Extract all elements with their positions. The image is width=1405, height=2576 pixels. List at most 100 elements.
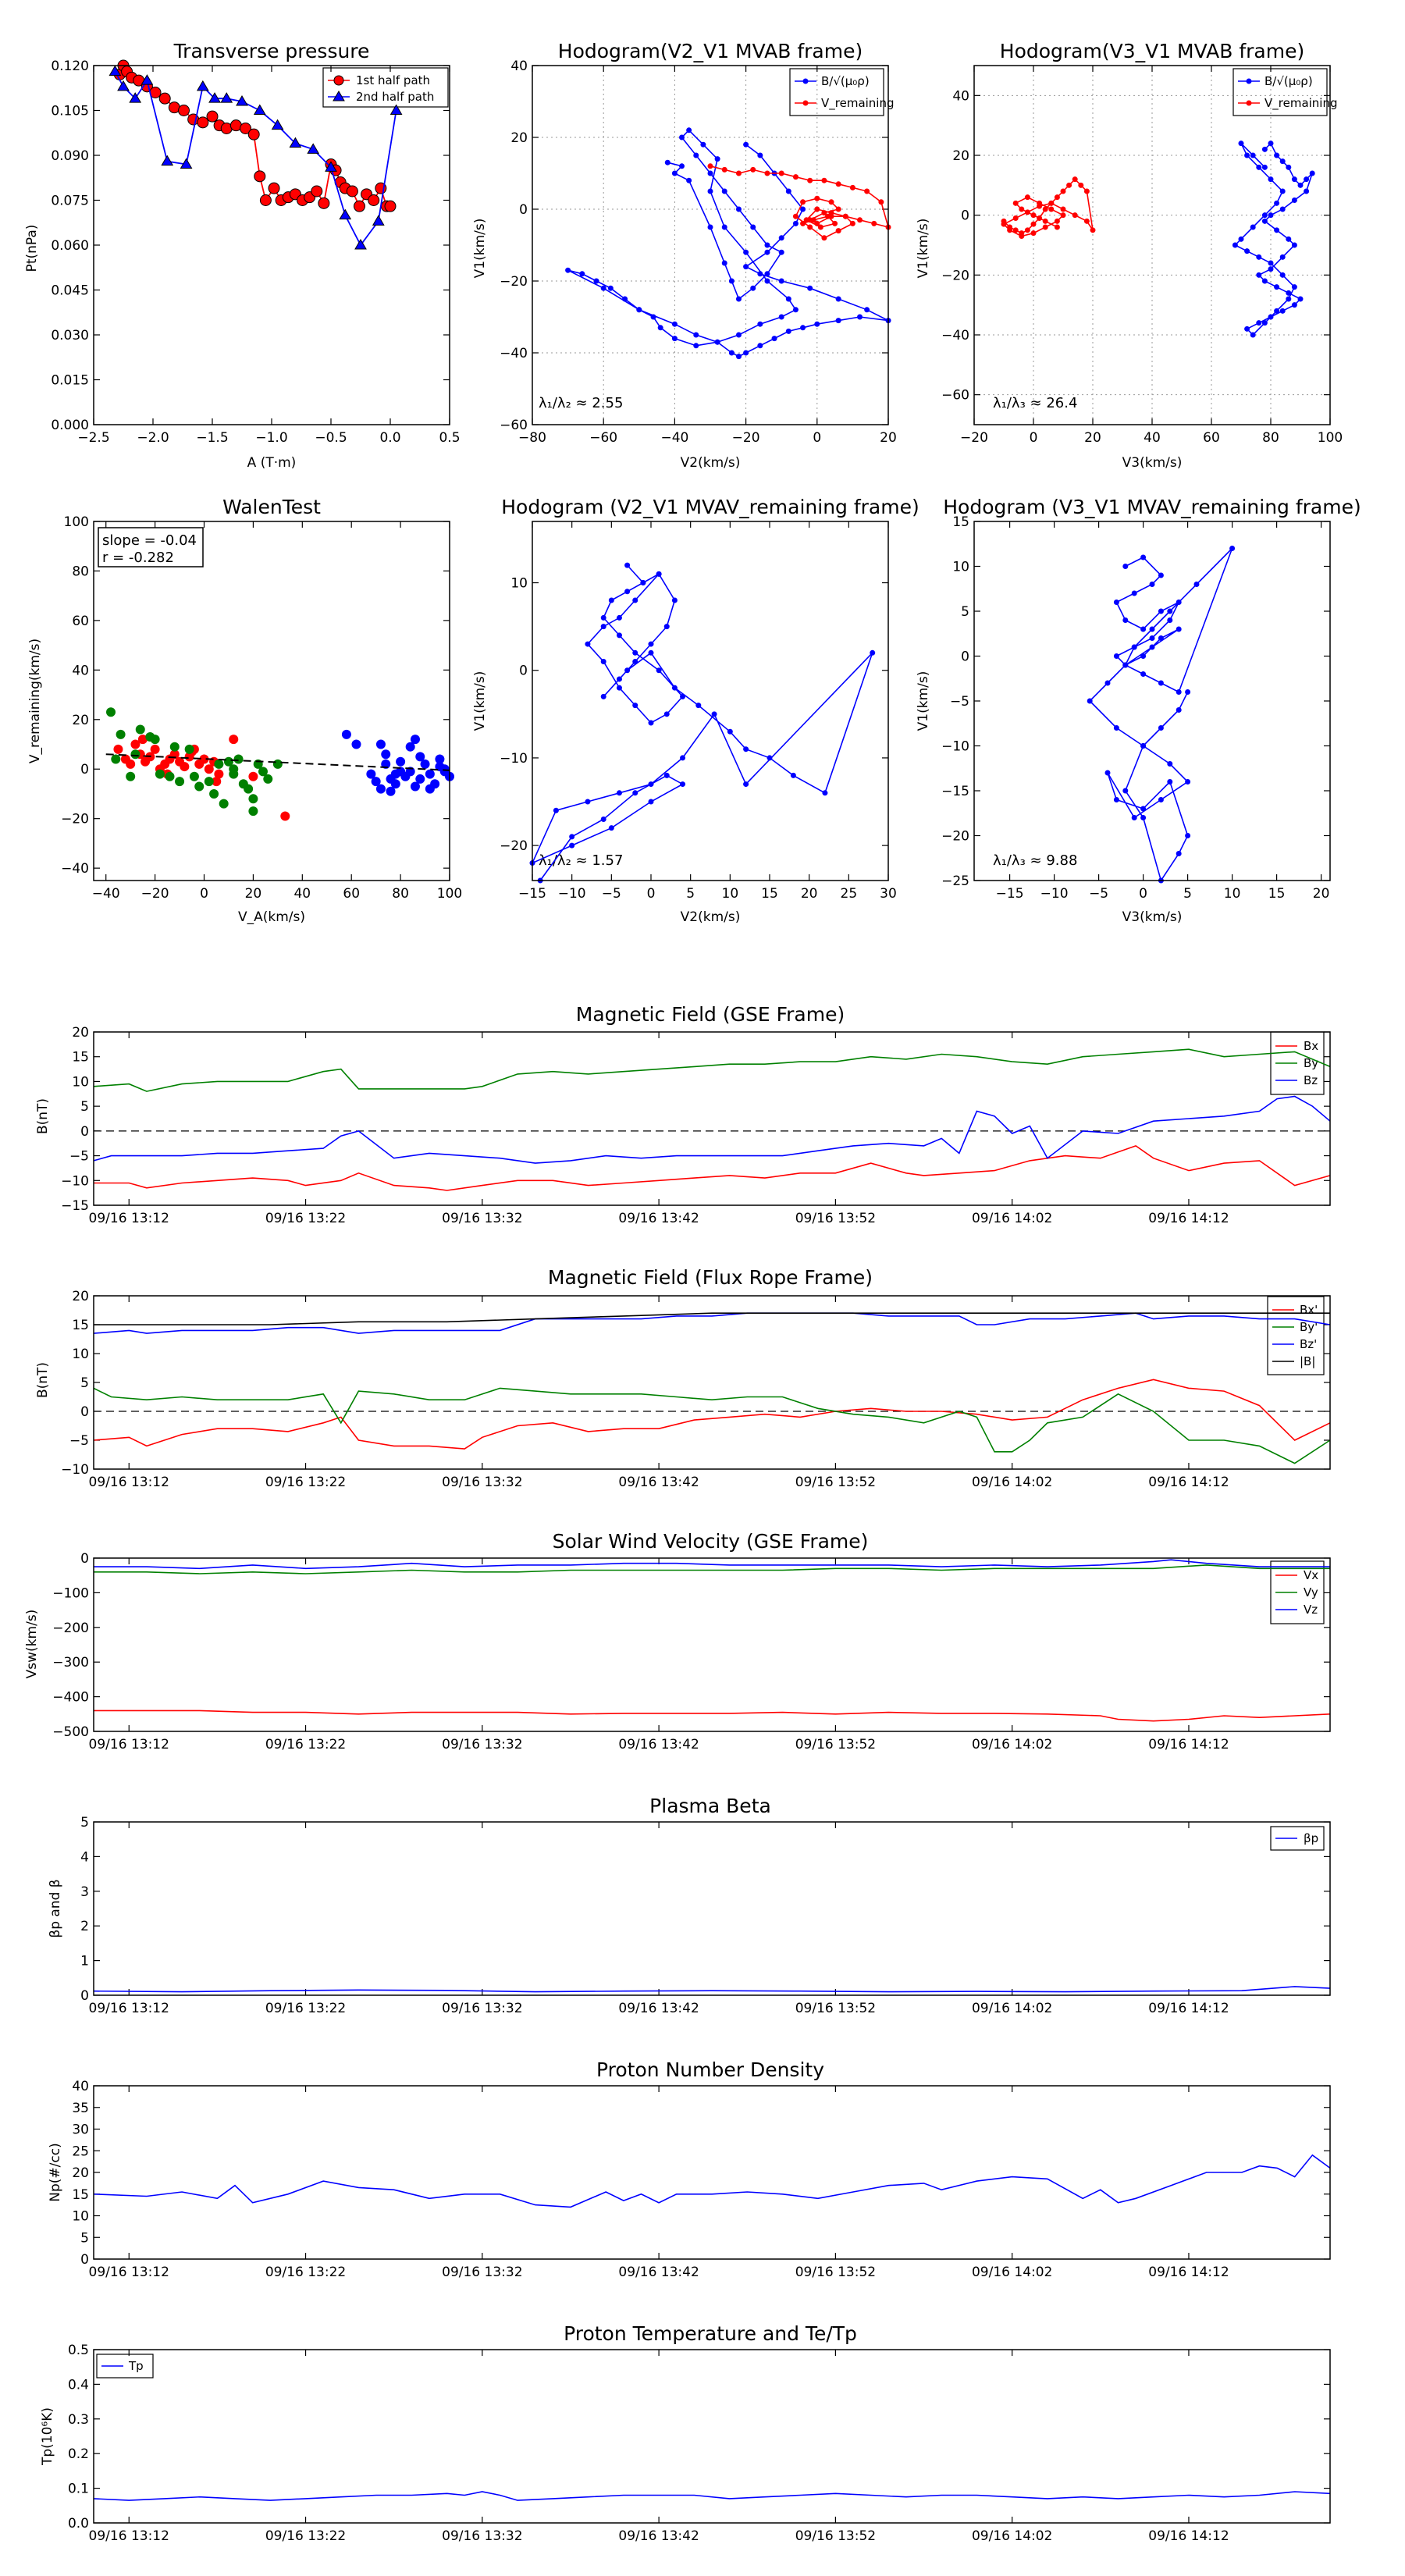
h1-b-point: [750, 224, 756, 230]
h1-v-point: [828, 199, 834, 205]
np-xtick-label: 09/16 13:52: [795, 2265, 876, 2280]
tp-s1-marker: [178, 105, 190, 116]
h3-ytick-label: 10: [510, 576, 528, 592]
mag-gse-ytick-label: −10: [61, 1173, 89, 1189]
tp-ytick-label: 0.030: [51, 328, 89, 343]
h4-b-point: [1104, 680, 1111, 686]
tp-s2-marker: [307, 143, 320, 154]
h3-b-point: [680, 781, 686, 788]
walen-point: [212, 777, 222, 787]
h3-b-point: [656, 667, 662, 674]
walen-point: [280, 811, 290, 821]
h1-b-point: [814, 321, 820, 327]
walen-point: [375, 739, 386, 749]
mag-fr-ytick-label: 20: [72, 1289, 89, 1304]
h1-ytick-label: 40: [510, 59, 528, 74]
h1-v-point: [835, 181, 841, 187]
tp-ytick-label: 0.060: [51, 238, 89, 254]
walen-point: [390, 779, 400, 789]
tp-s1-marker: [368, 194, 380, 206]
walen-point: [150, 744, 160, 754]
h1-v-point: [735, 170, 742, 176]
h2-v-line: [1002, 178, 1094, 237]
h1-b-point: [686, 177, 692, 183]
tpr-axes: 09/16 13:12 09/16 13:22 09/16 13:32 09/16 1…: [68, 2343, 1330, 2544]
h1-b-point: [743, 264, 749, 270]
h1-v-point: [792, 213, 799, 219]
h2-b-line: [1234, 142, 1313, 336]
h2-b-point: [1268, 176, 1274, 183]
h2-b-point: [1268, 141, 1274, 147]
h2-b-point: [1286, 164, 1292, 170]
h1-v-point: [871, 220, 877, 226]
tp-ytick-label: 0.045: [51, 283, 89, 299]
walen-point: [425, 784, 435, 794]
walen-point: [244, 784, 254, 794]
mag-gse-xtick-label: 09/16 13:22: [265, 1211, 346, 1226]
tp-s2-marker: [325, 161, 337, 172]
h4-b-point: [1140, 671, 1147, 677]
h3-b-point: [680, 693, 686, 699]
walen-axes: −40 −20 0 20 40 60 80 100 −40 −20 0 20 40 60 80 100: [61, 514, 462, 902]
h2-v-point: [1083, 218, 1090, 224]
h3-ytick-label: 0: [519, 664, 528, 679]
h3-b-point: [632, 790, 638, 796]
h3-xtick-label: −5: [602, 886, 621, 902]
h3-b-point: [648, 799, 654, 805]
h2-v-point: [1012, 200, 1019, 206]
h3-b-point: [624, 562, 631, 568]
h4-b-point: [1158, 572, 1164, 578]
h4-b-point: [1140, 554, 1147, 560]
h1-legend-2: V_remaining: [821, 96, 895, 111]
h3-b-point: [632, 649, 638, 656]
h1-xtick-label: 0: [813, 430, 821, 446]
h4-b-point: [1149, 626, 1155, 632]
h2-title: Hodogram(V3_V1 MVAB frame): [1000, 40, 1304, 62]
walen-ytick-label: 100: [64, 514, 89, 530]
walen-fit-line: [105, 753, 450, 771]
h2-v-point: [1030, 212, 1037, 219]
h1-v-point: [828, 210, 834, 216]
walen-point: [116, 729, 126, 739]
mag-gse-xtick-label: 09/16 14:02: [972, 1211, 1052, 1226]
tp-xtick-label: −2.0: [137, 430, 169, 446]
h1-ratio: λ₁/λ₂ ≈ 2.55: [539, 395, 623, 411]
np-ylabel: Np(#/cc): [48, 2143, 63, 2201]
tpr-legend: Tp: [96, 2354, 154, 2379]
walen-point: [111, 754, 121, 764]
tp-s1-marker: [254, 170, 266, 183]
h4-b-point: [1131, 590, 1137, 596]
h2-v-point: [1060, 212, 1066, 219]
tp-s1-marker: [318, 197, 330, 209]
h3-b-point: [648, 649, 654, 656]
h4-b-point: [1158, 797, 1164, 802]
vsw-series-2-line: [94, 1559, 1330, 1570]
mag-fr-series-3-line: [94, 1312, 1330, 1325]
mag-gse-axes: 09/16 13:12 09/16 13:22 09/16 13:32 09/16 1…: [61, 1025, 1330, 1226]
h3-b-point: [671, 597, 678, 603]
mag-fr-ytick-label: 15: [72, 1318, 89, 1333]
tpr-xtick-label: 09/16 14:02: [972, 2528, 1052, 2544]
h2-v-point: [1012, 227, 1019, 233]
h2-b-point: [1250, 332, 1256, 338]
h4-b-point: [1122, 564, 1129, 569]
h1-b-point: [657, 325, 663, 331]
beta-frame: [93, 1821, 1331, 1996]
h3-title: Hodogram (V2_V1 MVAV_remaining frame): [501, 496, 919, 518]
walen-point: [425, 769, 435, 779]
walen-ytick-label: 0: [80, 762, 89, 777]
h1-b-point: [864, 307, 870, 313]
h4-b-point: [1113, 725, 1119, 731]
h3-xtick-label: 0: [647, 886, 656, 902]
h1-b-point: [735, 354, 742, 360]
h2-ytick-label: 40: [952, 88, 969, 104]
walen-point: [165, 771, 175, 781]
h2-b-point: [1256, 164, 1262, 170]
h2-xtick-label: 0: [1030, 430, 1038, 446]
tp-s2-marker: [161, 155, 174, 166]
h1-b-point: [735, 206, 742, 212]
h4-b-point: [1193, 582, 1200, 587]
np-xtick-label: 09/16 13:12: [89, 2265, 169, 2280]
h2-v-point: [1054, 194, 1060, 201]
walen-xtick-label: −40: [92, 886, 120, 902]
